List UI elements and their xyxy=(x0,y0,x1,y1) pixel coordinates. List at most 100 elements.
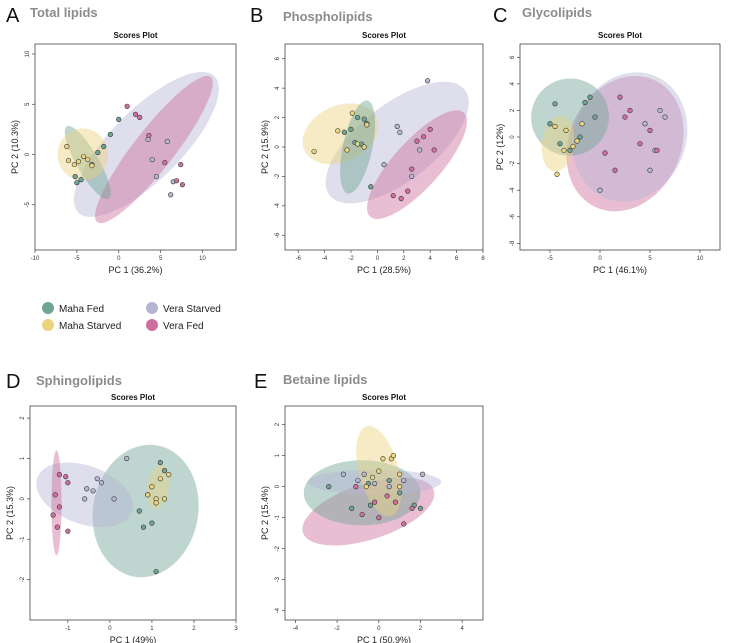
point-vera-fed xyxy=(50,512,56,518)
x-tick-label: 10 xyxy=(199,256,206,262)
point-vera-starved xyxy=(164,138,170,145)
y-tick-label: 4 xyxy=(510,82,516,86)
x-tick-label: 8 xyxy=(481,256,485,262)
ellipse-vera-starved xyxy=(36,462,134,528)
y-tick-label: 0 xyxy=(510,135,516,139)
point-vera-fed xyxy=(622,114,628,120)
x-tick-label: 0 xyxy=(376,256,380,262)
y-tick-label: 2 xyxy=(20,416,26,420)
legend-label: Maha Starved xyxy=(59,321,121,332)
point-vera-starved xyxy=(424,78,431,84)
point-vera-fed xyxy=(392,499,399,505)
point-vera-starved xyxy=(84,486,90,492)
point-vera-starved xyxy=(409,173,415,180)
point-maha-starved xyxy=(363,484,369,490)
point-maha-starved xyxy=(89,162,95,169)
point-maha-fed xyxy=(582,99,588,106)
y-tick-label: -8 xyxy=(510,240,516,246)
x-tick-label: -5 xyxy=(74,256,80,262)
point-maha-fed xyxy=(101,143,107,150)
point-vera-starved xyxy=(662,114,668,120)
x-axis-label: PC 1 (46.1%) xyxy=(593,265,647,275)
point-vera-starved xyxy=(419,471,426,477)
point-maha-fed xyxy=(417,505,424,511)
point-vera-starved xyxy=(417,147,423,153)
point-vera-fed xyxy=(124,103,130,109)
point-vera-fed xyxy=(63,474,69,480)
x-tick-label: 0 xyxy=(377,626,381,632)
point-vera-fed xyxy=(132,111,139,117)
point-vera-starved xyxy=(94,476,100,482)
point-vera-fed xyxy=(612,167,618,173)
point-maha-fed xyxy=(557,141,563,147)
x-tick-label: -4 xyxy=(322,256,328,262)
point-maha-fed xyxy=(153,568,159,575)
x-tick-label: -4 xyxy=(293,626,299,632)
scores-plot-title: Scores Plot xyxy=(362,31,406,40)
panel-letter: A xyxy=(6,5,20,27)
y-tick-label: -4 xyxy=(275,607,281,613)
panel-a: A Total lipids Scores Plot -10 -5 0 5 10 -5 0 5 10 P… xyxy=(6,5,237,275)
point-vera-fed xyxy=(173,178,180,184)
panel-letter: D xyxy=(6,371,20,393)
legend-label: Vera Fed xyxy=(163,321,204,332)
y-tick-label: 1 xyxy=(20,456,26,460)
point-vera-fed xyxy=(654,147,660,153)
y-tick-label: 10 xyxy=(25,50,31,57)
point-vera-fed xyxy=(421,134,427,140)
y-tick-label: 0 xyxy=(275,145,281,149)
point-maha-fed xyxy=(140,524,147,530)
point-vera-fed xyxy=(372,499,378,505)
point-maha-starved xyxy=(80,153,87,160)
confidence-ellipses xyxy=(36,444,199,578)
scores-plot-title: Scores Plot xyxy=(113,31,157,40)
point-vera-starved xyxy=(647,167,653,173)
point-maha-fed xyxy=(149,520,155,526)
y-tick-label: 6 xyxy=(510,55,516,59)
x-tick-label: -2 xyxy=(348,256,354,262)
x-tick-label: 2 xyxy=(419,626,423,632)
panel-e: E Betaine lipids Scores Plot -4 -2 0 2 4 -4 -3 -2 -… xyxy=(254,371,484,643)
point-vera-fed xyxy=(390,192,396,199)
point-vera-fed xyxy=(431,147,437,153)
point-maha-starved xyxy=(380,456,386,462)
legend-swatch-maha-starved xyxy=(42,319,54,331)
y-tick-label: -2 xyxy=(275,545,281,551)
point-vera-fed xyxy=(376,515,382,521)
panel-c: C Glycolipids Scores Plot -5 0 5 10 -8 -6 -4 -2 0 2 4… xyxy=(493,5,721,275)
point-vera-fed xyxy=(54,524,60,530)
y-axis-label: PC 2 (15.4%) xyxy=(260,486,270,540)
ellipse-vera-fed xyxy=(566,75,684,212)
y-tick-label: 0 xyxy=(20,497,26,501)
x-tick-label: 5 xyxy=(648,256,652,262)
point-maha-starved xyxy=(574,138,580,144)
x-tick-label: -2 xyxy=(334,626,340,632)
y-tick-label: 2 xyxy=(510,108,516,112)
point-vera-fed xyxy=(353,484,359,490)
x-axis-label: PC 1 (50.9%) xyxy=(357,635,411,643)
x-tick-label: 3 xyxy=(234,626,238,632)
ellipse-vera-starved xyxy=(73,71,219,217)
point-maha-fed xyxy=(136,508,142,514)
point-maha-starved xyxy=(153,500,159,506)
point-vera-starved xyxy=(340,471,346,477)
point-maha-fed xyxy=(592,114,598,120)
confidence-ellipses xyxy=(57,71,219,224)
scores-plot-title: Scores Plot xyxy=(111,393,155,402)
point-maha-fed xyxy=(552,101,558,107)
x-axis-label: PC 1 (49%) xyxy=(110,635,157,643)
panel-title: Sphingolipids xyxy=(36,373,122,388)
x-tick-label: 0 xyxy=(117,256,121,262)
point-maha-fed xyxy=(368,184,374,190)
point-maha-starved xyxy=(355,141,361,147)
y-tick-label: -2 xyxy=(20,576,26,582)
point-vera-starved xyxy=(401,477,407,484)
data-points xyxy=(326,453,426,527)
point-maha-starved xyxy=(71,161,77,168)
point-maha-starved xyxy=(64,143,70,150)
x-tick-label: -5 xyxy=(547,256,553,262)
point-vera-starved xyxy=(111,496,117,502)
point-vera-fed xyxy=(65,480,71,486)
point-maha-starved xyxy=(376,468,382,474)
y-axis-label: PC 2 (15.9%) xyxy=(260,120,270,174)
